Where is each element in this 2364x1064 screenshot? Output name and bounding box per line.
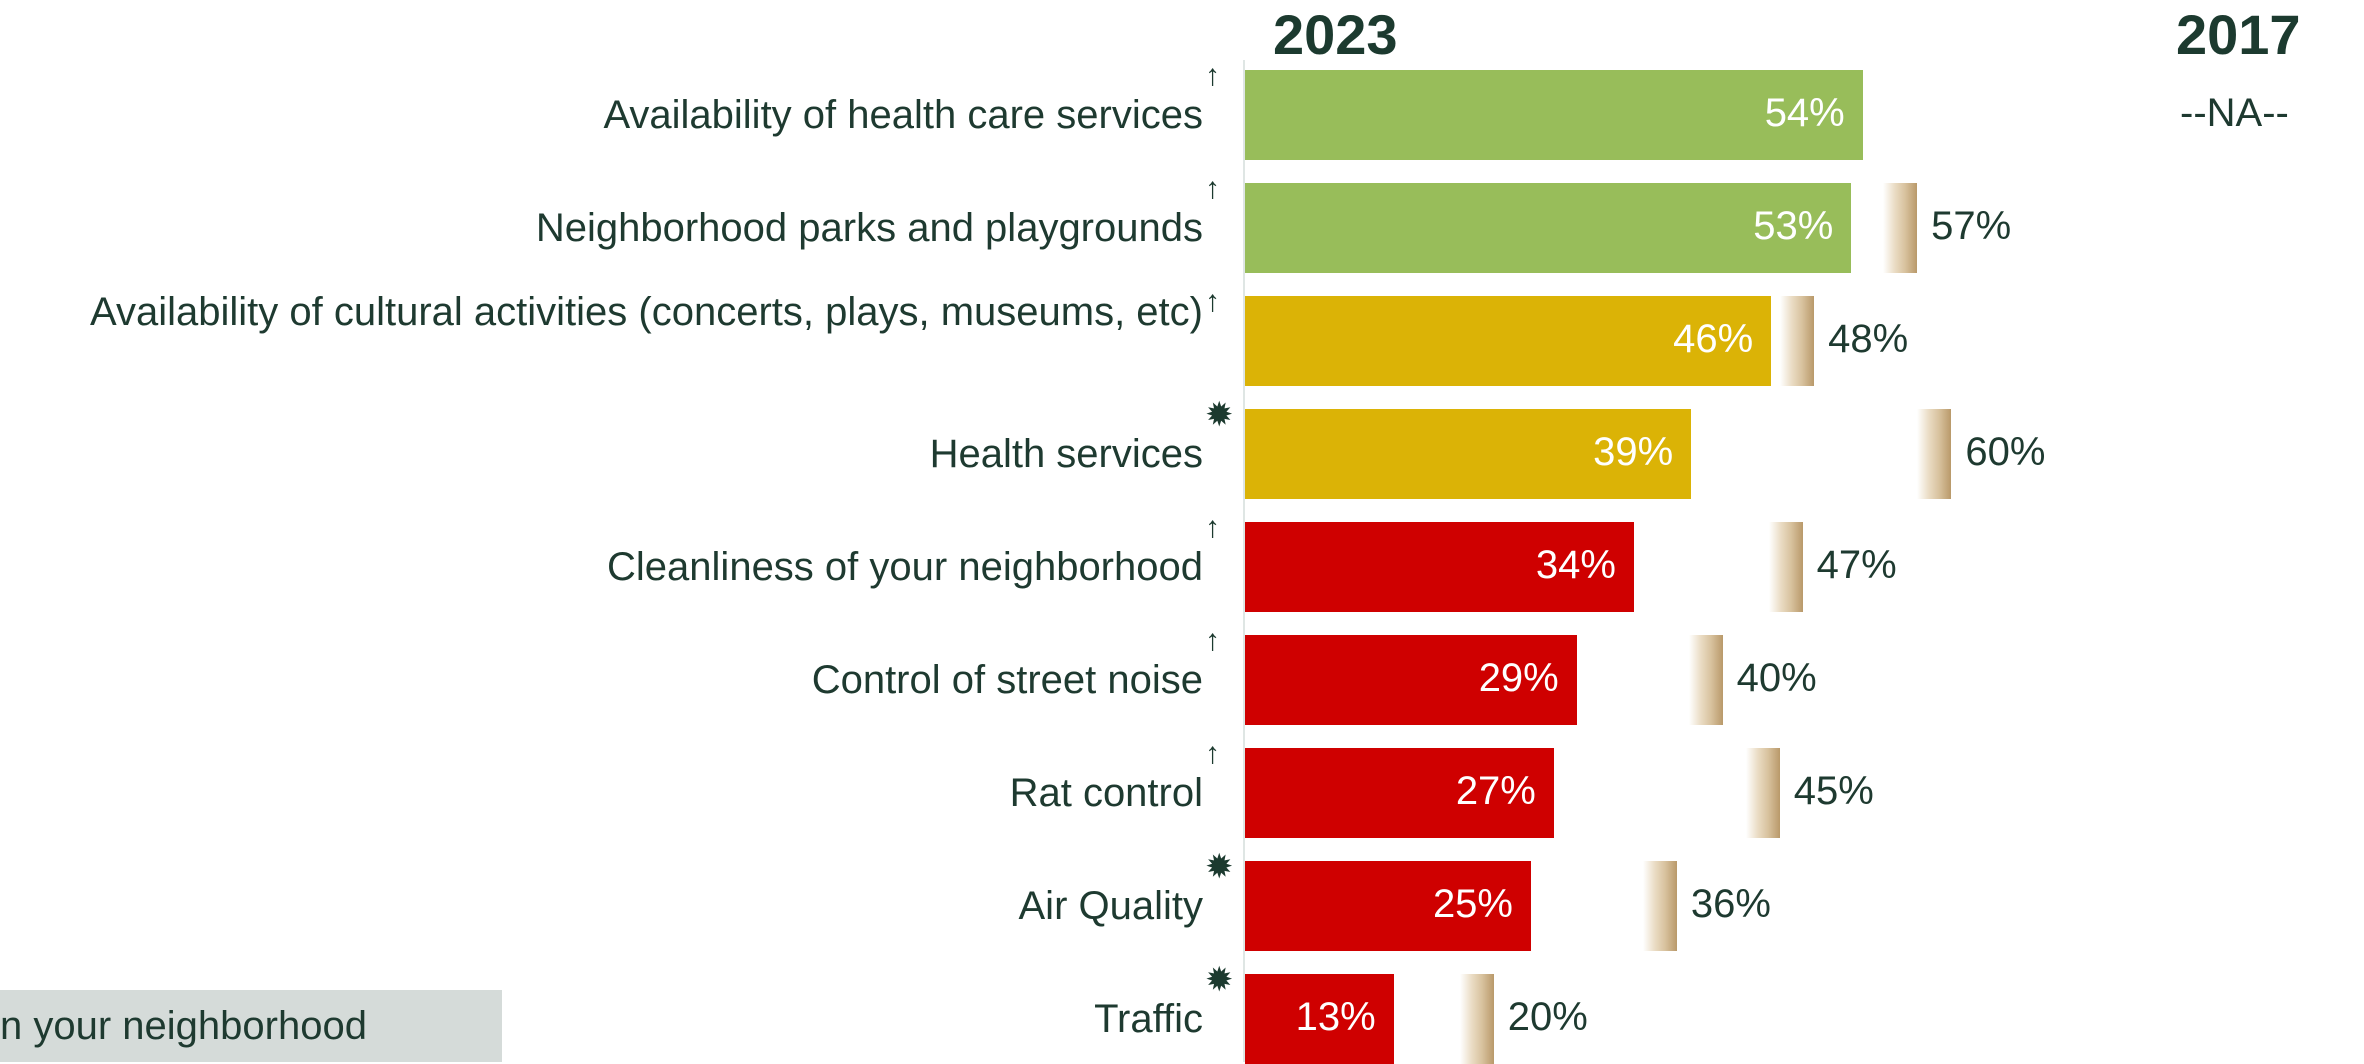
bar-value-label-2023: 25%	[1432, 882, 1513, 926]
trend-arrow-icon: ↑	[1205, 624, 1220, 657]
bar-2017	[1768, 522, 1803, 612]
trend-arrow-icon: ↑	[1205, 172, 1220, 205]
bar-value-label-2017: 47%	[1816, 543, 1897, 587]
year-header-2023: 2023	[1273, 3, 1398, 66]
category-label: Traffic	[1094, 997, 1203, 1041]
bar-value-label-2017: 48%	[1828, 317, 1909, 361]
bar-value-label-2023: 46%	[1673, 317, 1754, 361]
category-label: Health services	[929, 432, 1203, 476]
year-header-2017: 2017	[2176, 3, 2301, 66]
footnote-box: n your neighborhood	[0, 990, 502, 1062]
bar-2017	[1642, 861, 1677, 951]
significance-burst-icon: ✹	[1205, 961, 1234, 999]
bar-2023	[1245, 296, 1772, 386]
category-label: Neighborhood parks and playgrounds	[535, 206, 1203, 250]
bar-value-label-2017: 60%	[1965, 430, 2046, 474]
bar-2023	[1245, 409, 1692, 499]
bar-value-label-2023: 34%	[1535, 543, 1616, 587]
bar-2023	[1245, 974, 1394, 1064]
bar-value-label-2017: 20%	[1507, 995, 1588, 1039]
bar-2023	[1245, 70, 1863, 160]
bar-value-label-2023: 53%	[1753, 204, 1834, 248]
significance-burst-icon: ✹	[1205, 848, 1234, 886]
category-label: Availability of cultural activities (con…	[90, 290, 1203, 334]
trend-arrow-icon: ↑	[1205, 511, 1220, 544]
bar-2023	[1245, 522, 1634, 612]
bar-value-label-2023: 39%	[1593, 430, 1674, 474]
significance-burst-icon: ✹	[1205, 396, 1234, 434]
footnote-text: n your neighborhood	[0, 1004, 367, 1048]
bar-2023	[1245, 635, 1577, 725]
bar-2017	[1883, 183, 1918, 273]
trend-arrow-icon: ↑	[1205, 285, 1220, 318]
bar-2017	[1917, 409, 1952, 499]
bar-value-label-2017: 57%	[1931, 204, 2012, 248]
category-label: Rat control	[1009, 771, 1203, 815]
bar-2017	[1780, 296, 1815, 386]
category-label: Cleanliness of your neighborhood	[607, 545, 1203, 589]
bar-value-label-2017: 45%	[1793, 769, 1874, 813]
bar-value-label-2023: 13%	[1295, 995, 1376, 1039]
bar-2023	[1245, 183, 1852, 273]
axis-line	[1243, 60, 1245, 1062]
bar-2023	[1245, 861, 1531, 951]
bar-value-label-2023: 54%	[1764, 91, 1845, 135]
category-label: Control of street noise	[811, 658, 1203, 702]
trend-arrow-icon: ↑	[1205, 59, 1220, 92]
bar-value-label-2017: 36%	[1690, 882, 1771, 926]
bar-2023	[1245, 748, 1554, 838]
bar-2017	[1745, 748, 1780, 838]
trend-arrow-icon: ↑	[1205, 737, 1220, 770]
bar-value-label-2017: 40%	[1736, 656, 1817, 700]
bar-2017	[1459, 974, 1494, 1064]
category-label: Air Quality	[1018, 884, 1204, 928]
category-label: Availability of health care services	[603, 93, 1203, 137]
bar-value-label-2023: 27%	[1455, 769, 1536, 813]
bar-value-label-2023: 29%	[1478, 656, 1559, 700]
bar-2017	[1688, 635, 1723, 725]
bar-value-label-2017: --NA--	[2180, 91, 2289, 135]
